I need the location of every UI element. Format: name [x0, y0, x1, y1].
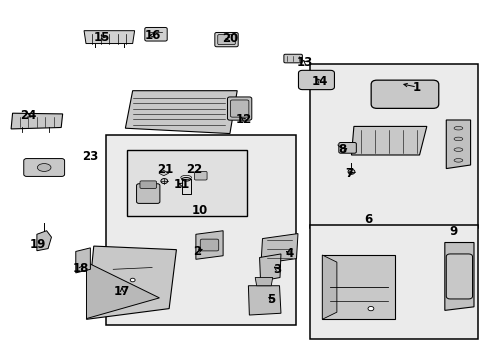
Polygon shape [446, 120, 469, 168]
FancyBboxPatch shape [338, 143, 356, 153]
Polygon shape [86, 246, 176, 319]
FancyBboxPatch shape [140, 181, 156, 188]
FancyBboxPatch shape [200, 239, 218, 251]
Text: 15: 15 [94, 31, 110, 44]
Polygon shape [196, 231, 223, 259]
Text: 3: 3 [273, 263, 281, 276]
Text: 7: 7 [344, 167, 352, 180]
FancyBboxPatch shape [217, 35, 235, 45]
Polygon shape [322, 255, 394, 319]
Polygon shape [84, 31, 134, 44]
FancyBboxPatch shape [230, 100, 248, 117]
Polygon shape [11, 113, 62, 129]
Ellipse shape [347, 169, 354, 174]
FancyBboxPatch shape [446, 254, 471, 299]
Text: 18: 18 [72, 262, 89, 275]
Polygon shape [255, 278, 272, 286]
Text: 5: 5 [266, 293, 275, 306]
Text: 10: 10 [191, 204, 207, 217]
Ellipse shape [130, 278, 135, 282]
Text: 1: 1 [412, 81, 420, 94]
Text: 14: 14 [311, 75, 327, 88]
Polygon shape [76, 248, 90, 273]
Polygon shape [159, 170, 168, 176]
Polygon shape [86, 262, 159, 319]
FancyBboxPatch shape [24, 158, 64, 176]
FancyBboxPatch shape [214, 32, 238, 47]
FancyBboxPatch shape [144, 27, 167, 41]
Ellipse shape [453, 126, 462, 130]
Ellipse shape [453, 148, 462, 152]
Polygon shape [444, 243, 473, 310]
FancyBboxPatch shape [370, 80, 438, 108]
FancyBboxPatch shape [227, 97, 251, 120]
Text: 19: 19 [30, 238, 46, 251]
Ellipse shape [453, 137, 462, 141]
Bar [126, 150, 247, 216]
Text: 2: 2 [193, 245, 201, 258]
Text: 17: 17 [114, 285, 130, 298]
Ellipse shape [367, 306, 373, 311]
FancyBboxPatch shape [194, 171, 206, 180]
Ellipse shape [453, 158, 462, 162]
Text: 8: 8 [338, 143, 346, 156]
FancyBboxPatch shape [298, 70, 334, 90]
Text: 21: 21 [157, 163, 174, 176]
Text: 16: 16 [144, 29, 161, 42]
Polygon shape [259, 254, 281, 281]
Text: 13: 13 [297, 55, 313, 69]
Polygon shape [351, 126, 426, 155]
Text: 24: 24 [20, 109, 36, 122]
Text: 20: 20 [222, 32, 238, 45]
Bar [309, 225, 477, 339]
Ellipse shape [182, 177, 190, 181]
Bar [309, 64, 477, 228]
Polygon shape [37, 231, 51, 251]
Polygon shape [125, 91, 237, 134]
Text: 6: 6 [364, 213, 372, 226]
Polygon shape [248, 286, 281, 315]
Polygon shape [322, 255, 336, 319]
Text: 23: 23 [81, 150, 98, 163]
Text: 4: 4 [285, 247, 293, 260]
FancyBboxPatch shape [284, 54, 302, 63]
Text: 22: 22 [185, 163, 202, 176]
Text: 11: 11 [174, 178, 190, 191]
Text: 9: 9 [448, 225, 457, 238]
FancyBboxPatch shape [136, 184, 160, 203]
Ellipse shape [161, 179, 167, 184]
Ellipse shape [37, 163, 51, 171]
Text: 12: 12 [235, 113, 251, 126]
Bar [106, 135, 295, 325]
Polygon shape [261, 234, 297, 264]
